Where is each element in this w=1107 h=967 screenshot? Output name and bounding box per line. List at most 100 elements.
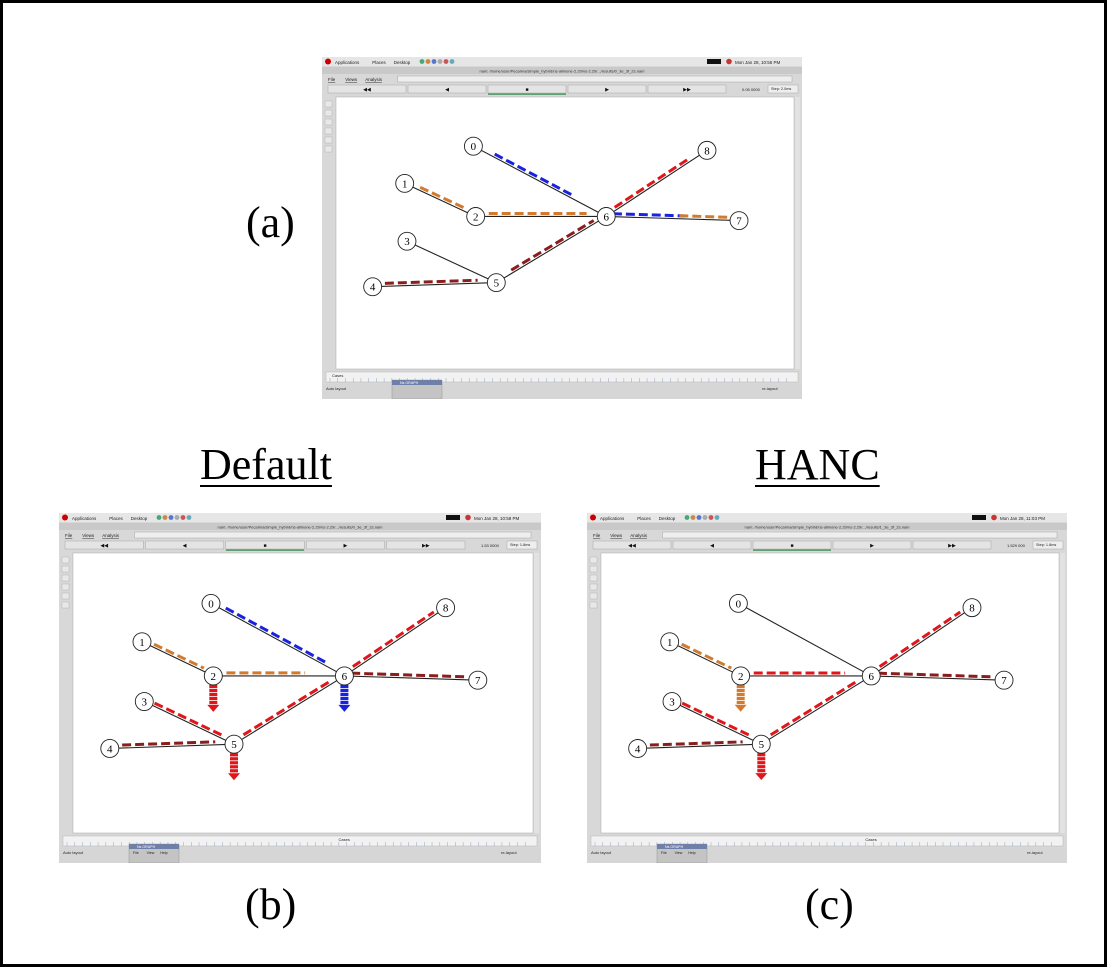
node-label: 4	[370, 282, 376, 294]
node-label: 4	[107, 743, 113, 755]
network-node: 4	[628, 739, 648, 758]
status-right: re-layout	[501, 850, 517, 855]
packet-flow	[352, 610, 435, 668]
svg-text:Ns GRAPH: Ns GRAPH	[137, 845, 156, 849]
network-node: 0	[728, 593, 748, 613]
node-label: 3	[404, 236, 410, 248]
node-label: 6	[868, 671, 874, 683]
svg-text:File: File	[661, 851, 667, 855]
network-link	[144, 701, 235, 745]
caption-a: (a)	[246, 198, 295, 247]
node-label: 2	[211, 671, 217, 683]
player-button	[407, 84, 487, 94]
nam-canvas	[600, 552, 1060, 834]
network-node: 5	[751, 734, 771, 754]
network-node: 6	[596, 207, 616, 226]
packet-flow	[769, 678, 860, 737]
player-button	[327, 84, 407, 94]
network-node: 1	[395, 173, 415, 193]
network-node: 5	[486, 273, 506, 293]
node-label: 2	[738, 671, 743, 683]
node-label: 1	[402, 178, 407, 190]
svg-text:■: ■	[263, 543, 266, 549]
window-title: nam: /home/user/Pecarina/simple_hybrid/n…	[480, 69, 646, 74]
panel-menu-item: Applications	[335, 60, 360, 65]
network-node: 2	[466, 207, 486, 226]
network-link	[141, 641, 214, 677]
heading-hanc: HANC	[755, 440, 880, 489]
panel-menu-item: Places	[637, 516, 651, 521]
panel-clock: Mon Jan 28, 11:03 PM	[1000, 516, 1045, 521]
network-node: 5	[224, 734, 244, 754]
player-button	[386, 540, 466, 550]
svg-text:▶▶: ▶▶	[422, 543, 430, 549]
packet-flow	[351, 671, 465, 679]
time-readout: 1.529 000	[1007, 543, 1026, 548]
node-label: 8	[704, 145, 710, 157]
network-link	[473, 145, 607, 217]
svg-text:◀◀: ◀◀	[363, 87, 371, 93]
step-readout: Step: 1.8ms	[1036, 543, 1056, 547]
player-button	[832, 540, 912, 550]
step-readout: Step: 2.0ms	[771, 87, 791, 91]
status-left: Auto layout	[63, 850, 84, 855]
node-label: 7	[736, 216, 742, 228]
network-node: 2	[731, 666, 751, 686]
svg-text:◀◀: ◀◀	[628, 543, 636, 549]
packet-flow	[510, 219, 595, 272]
screenshot-a: Applications Places Desktop Mon Jan 28, 10:…	[322, 57, 802, 399]
queue-drop-marker	[207, 684, 220, 712]
player-button	[567, 84, 647, 94]
network-node: 4	[100, 739, 120, 758]
node-label: 2	[473, 211, 478, 223]
node-label: 7	[475, 675, 481, 687]
network-node: 4	[363, 277, 383, 297]
network-node: 3	[134, 692, 154, 711]
queue-drop-marker	[734, 684, 747, 712]
svg-text:▶▶: ▶▶	[683, 87, 691, 93]
network-node: 0	[463, 136, 483, 156]
timeline-tag: Cases	[339, 837, 350, 842]
network-link	[637, 743, 762, 750]
node-label: 8	[969, 603, 975, 615]
time-readout: 0.05 0000	[742, 87, 761, 92]
player-button	[752, 540, 832, 550]
network-link	[606, 215, 740, 222]
network-link	[761, 675, 872, 745]
svg-text:▶: ▶	[870, 543, 874, 549]
nam-canvas	[72, 552, 534, 834]
node-label: 0	[208, 598, 214, 610]
panel-menu-item: Applications	[72, 516, 97, 521]
status-left: Auto layout	[591, 850, 612, 855]
node-label: 6	[342, 671, 348, 683]
node-label: 1	[667, 637, 672, 649]
time-readout: 1.53 0000	[481, 543, 500, 548]
packet-flow	[242, 678, 333, 737]
svg-text:◀: ◀	[710, 543, 714, 549]
network-node: 8	[697, 140, 717, 160]
queue-drop-marker	[338, 684, 351, 712]
network-node: 0	[201, 593, 221, 613]
node-label: 4	[635, 743, 641, 755]
svg-text:▶▶: ▶▶	[948, 543, 956, 549]
svg-text:Help: Help	[160, 851, 167, 855]
window-menu-item: Analysis	[630, 533, 648, 538]
window-menu-item: Views	[610, 533, 623, 538]
window-menu-item: File	[593, 533, 601, 538]
network-link	[404, 182, 476, 217]
network-link	[406, 240, 497, 284]
svg-text:Ns GRAPH: Ns GRAPH	[665, 845, 684, 849]
heading-default: Default	[200, 440, 332, 489]
node-label: 5	[231, 739, 237, 751]
nam-canvas	[335, 96, 795, 370]
node-label: 0	[471, 141, 477, 153]
network-link	[669, 641, 741, 677]
network-link	[344, 675, 478, 681]
network-node: 8	[962, 598, 982, 618]
node-label: 5	[759, 739, 765, 751]
packet-flow	[419, 185, 467, 211]
player-button	[145, 540, 225, 550]
window-menu-item: Views	[345, 77, 358, 82]
network-node: 6	[334, 666, 354, 686]
network-link	[870, 607, 973, 677]
